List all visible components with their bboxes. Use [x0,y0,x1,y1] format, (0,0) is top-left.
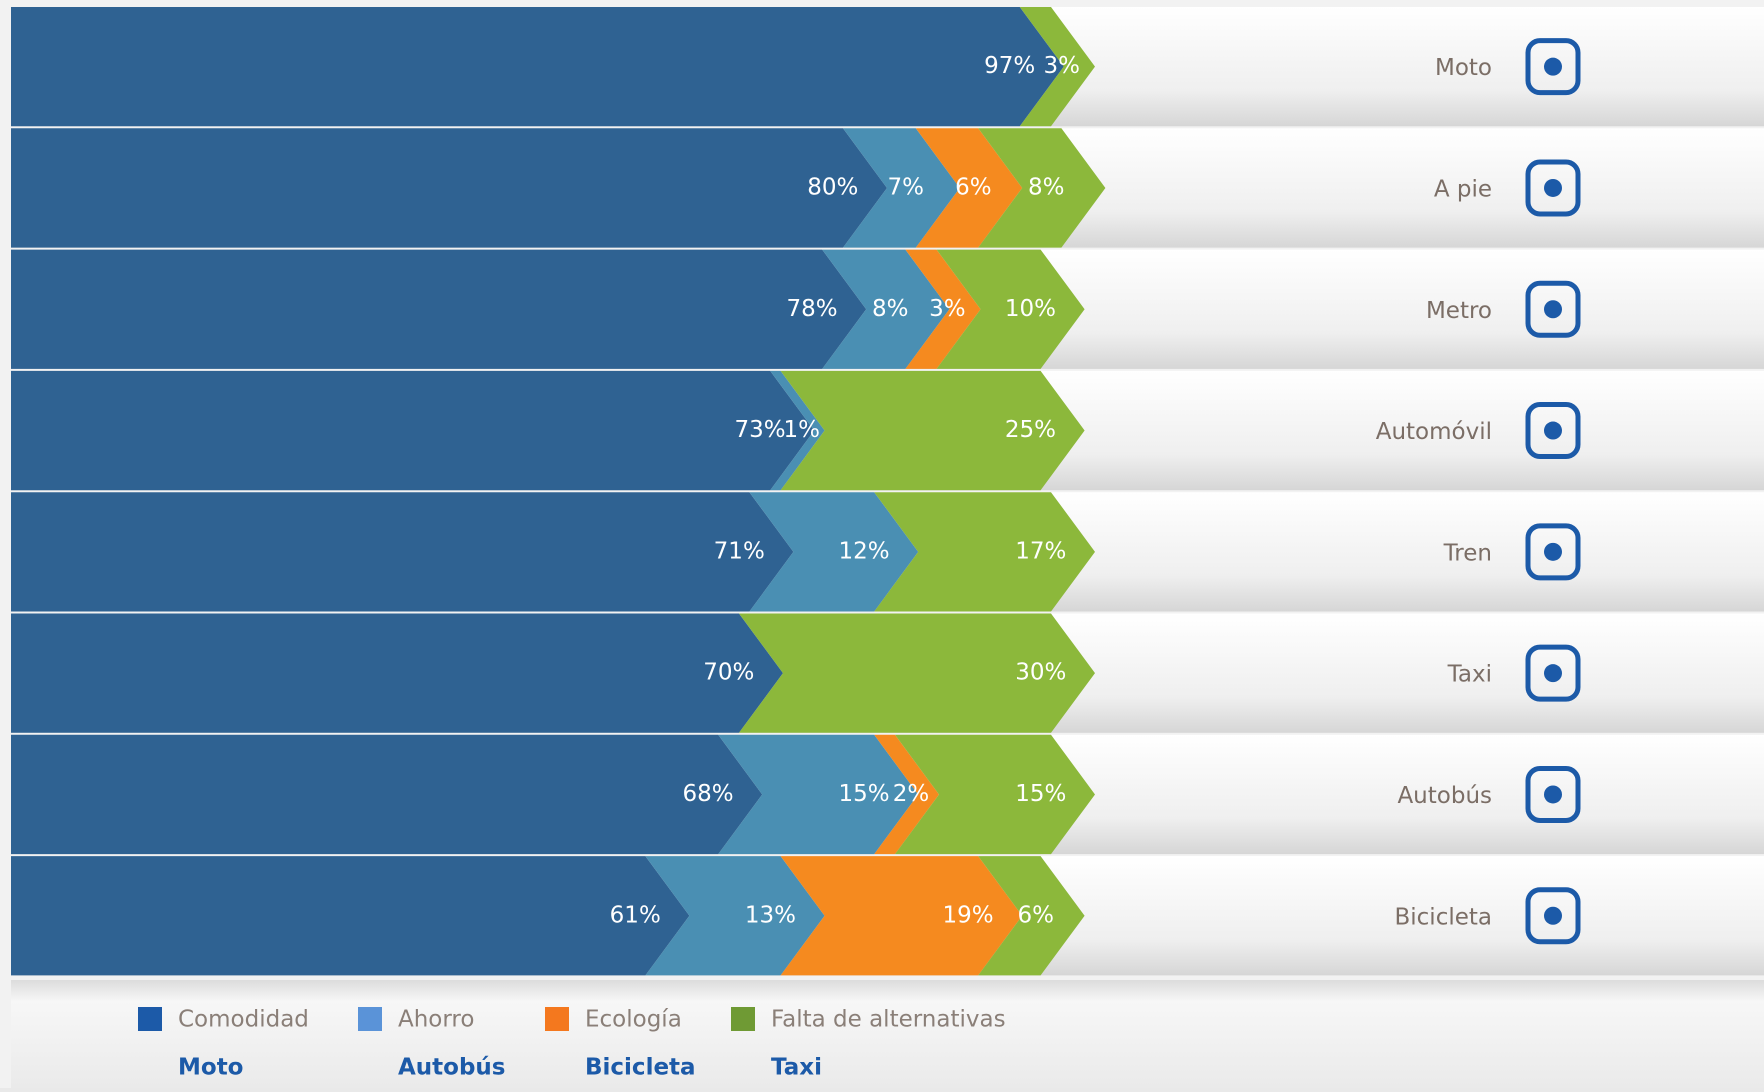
bar-segment [11,613,783,733]
icon [1525,887,1581,945]
bar-segment [718,734,919,855]
bar-segment [11,370,815,491]
legend-panel [11,980,1764,1088]
icon [1525,280,1581,338]
icon [1544,785,1562,804]
bar-segment [11,492,794,612]
legend-swatch [545,1007,569,1031]
icon [1544,300,1562,319]
bar-segment [11,7,1064,127]
value-label: 71% [714,538,765,564]
bar-segment [645,856,825,976]
icon [1525,402,1581,460]
value-label: 12% [838,538,889,564]
value-label: 61% [610,902,661,928]
bar-segment [739,613,1095,733]
legend-label: Comodidad [178,1007,309,1033]
legend-highlight: Autobús [398,1055,506,1081]
bar-segment [822,249,950,369]
legend-swatch [731,1007,755,1031]
value-label: 68% [682,781,733,807]
icon [1544,421,1562,440]
value-label: 70% [703,660,754,686]
icon [1544,542,1562,561]
category-label: A pie [1434,176,1492,202]
value-label: 73% [734,417,785,443]
value-label: 30% [1015,660,1066,686]
category-label: Automóvil [1376,419,1492,445]
icon [1544,664,1562,683]
value-label: 15% [1015,781,1066,807]
bar-segment [11,128,887,248]
value-label: 17% [1015,538,1066,564]
bar-segment [915,128,1023,248]
icon [1525,765,1581,823]
category-label: Taxi [1447,662,1492,688]
category-label: Bicicleta [1394,904,1492,930]
bar-segment [11,249,867,369]
value-label: 78% [786,296,837,322]
bar-segment [874,492,1095,612]
category-label: Autobús [1397,783,1492,809]
value-label: 3% [1044,53,1081,79]
icon [1525,38,1581,96]
value-label: 7% [888,174,925,200]
icon [1525,644,1581,702]
value-label: 6% [1018,902,1055,928]
bar-segment [978,128,1106,248]
bar-segment [11,856,690,976]
legend-highlight: Taxi [771,1055,822,1081]
category-label: Tren [1443,540,1492,566]
bar-segment [780,856,1023,976]
bar-segment [770,370,825,491]
icon [1544,906,1562,925]
bar-segment [936,249,1085,369]
value-label: 97% [984,53,1035,79]
bar-segment [905,249,981,369]
legend-label: Ecología [585,1007,682,1033]
value-label: 1% [784,417,821,443]
bar-segment [843,128,960,248]
bar-segment [1019,7,1095,127]
value-label: 80% [807,174,858,200]
bar-segment [780,370,1085,491]
bar-segment [895,734,1095,855]
value-label: 10% [1005,296,1056,322]
value-label: 13% [745,902,796,928]
value-label: 6% [955,174,992,200]
legend-label: Falta de alternativas [771,1007,1006,1033]
bar-segment [978,856,1085,976]
bar-segment [749,492,919,612]
icon [1525,523,1581,581]
value-label: 25% [1005,417,1056,443]
legend-highlight: Moto [178,1055,244,1081]
icon [1544,178,1562,197]
category-label: Moto [1435,55,1492,81]
bar-segment [11,734,763,855]
category-label: Metro [1426,298,1492,324]
value-label: 15% [838,781,889,807]
value-label: 19% [942,902,993,928]
icon [1544,57,1562,76]
legend-highlight: Bicicleta [585,1055,696,1081]
value-label: 3% [929,296,966,322]
bar-segment [874,734,939,855]
value-label: 8% [1028,174,1065,200]
legend-label: Ahorro [398,1007,474,1033]
legend-swatch [138,1007,162,1031]
value-label: 2% [893,781,930,807]
legend-swatch [358,1007,382,1031]
value-label: 8% [872,296,909,322]
icon [1525,159,1581,217]
